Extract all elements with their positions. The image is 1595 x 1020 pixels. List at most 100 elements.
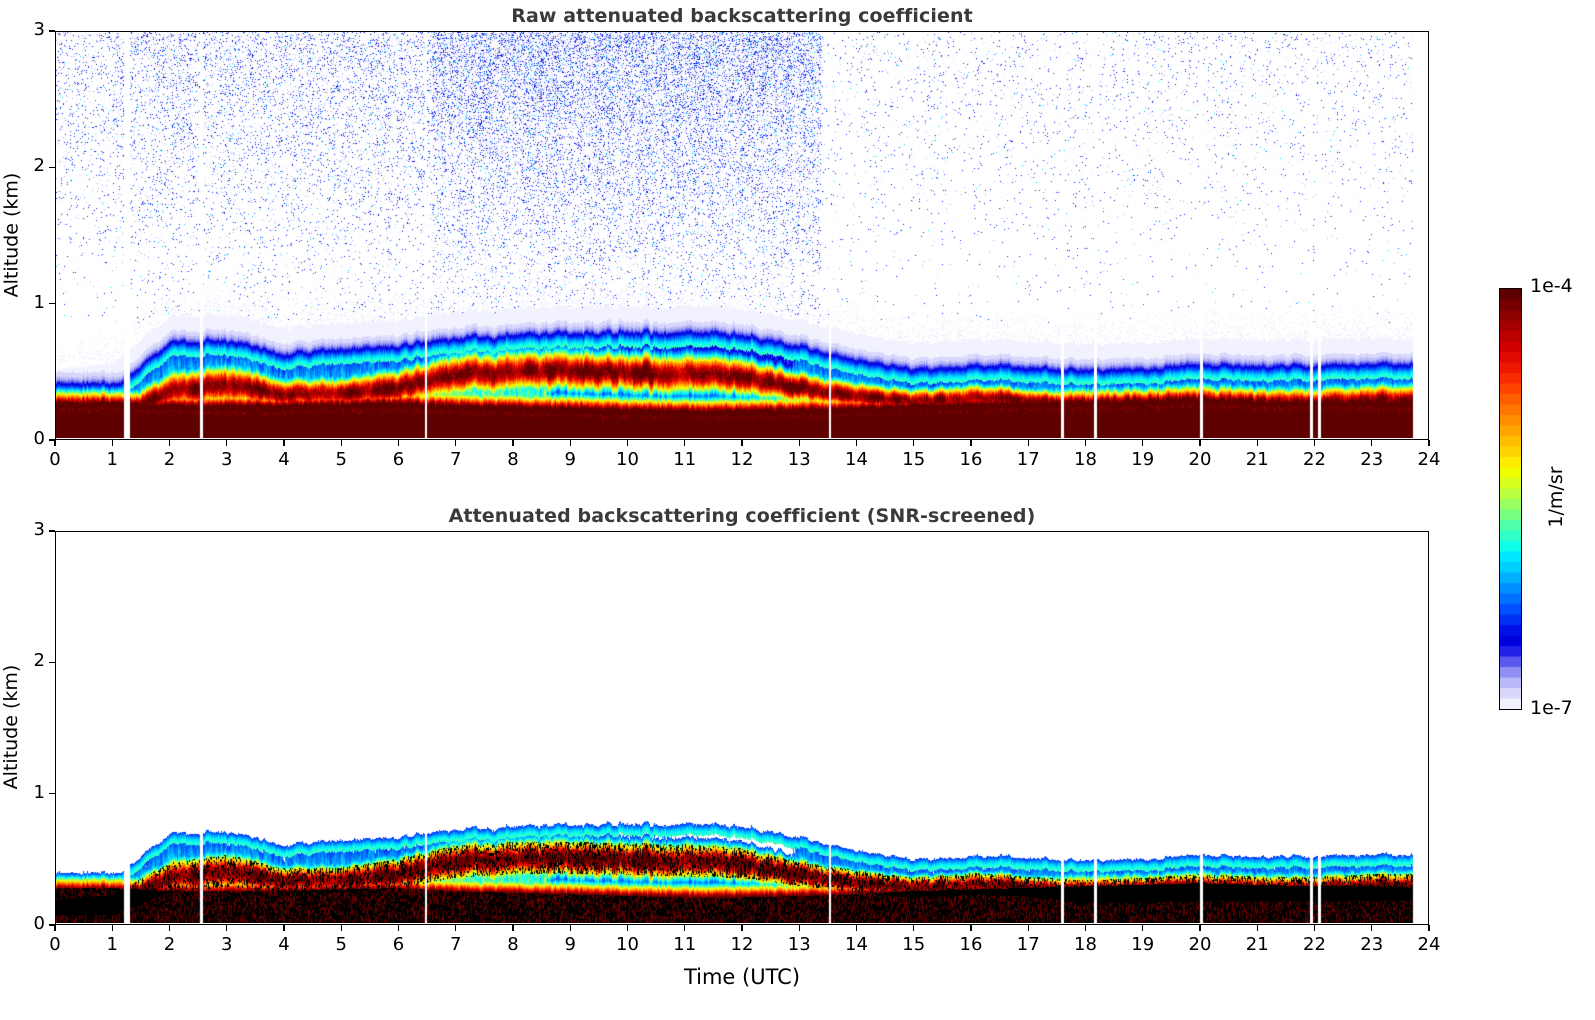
x-tick xyxy=(1313,925,1316,931)
y-tick xyxy=(49,793,55,795)
x-tick xyxy=(970,925,972,931)
x-tick xyxy=(1027,925,1029,931)
axes-screened xyxy=(55,531,1429,925)
x-tick-label: 0 xyxy=(49,449,61,470)
x-tick xyxy=(913,440,915,446)
x-tick xyxy=(1371,925,1373,931)
x-tick xyxy=(1199,440,1201,446)
x-tick-label: 21 xyxy=(1245,934,1269,955)
x-tick-label: 17 xyxy=(1016,934,1040,955)
x-tick-label: 12 xyxy=(730,449,754,470)
y-tick-label: 1 xyxy=(33,781,45,803)
x-tick xyxy=(1084,440,1087,446)
axes-raw xyxy=(55,31,1429,440)
x-tick xyxy=(1142,440,1144,446)
x-tick-label: 2 xyxy=(163,449,176,470)
y-tick-label: 1 xyxy=(33,291,45,313)
x-tick-label: 22 xyxy=(1303,934,1326,955)
x-tick xyxy=(684,440,686,446)
x-tick-label: 4 xyxy=(278,934,290,955)
x-tick-label: 24 xyxy=(1417,449,1441,470)
x-tick xyxy=(111,925,113,931)
y-tick-label: 3 xyxy=(33,19,45,40)
x-tick-label: 5 xyxy=(335,934,347,955)
x-tick xyxy=(1256,440,1258,446)
x-tick-label: 9 xyxy=(564,449,576,470)
x-tick xyxy=(798,440,800,446)
x-tick xyxy=(168,440,171,446)
x-tick xyxy=(1142,925,1144,931)
x-tick xyxy=(855,440,858,446)
colorbar-unit-label: 1/m/sr xyxy=(1545,466,1567,528)
x-tick-label: 16 xyxy=(959,449,983,470)
x-tick xyxy=(569,440,571,446)
x-axis-label: Time (UTC) xyxy=(683,965,801,989)
x-tick xyxy=(1428,440,1430,446)
x-tick xyxy=(397,925,400,931)
colorbar-min-label: 1e-7 xyxy=(1530,697,1573,719)
y-axis-label-raw: Altitude (km) xyxy=(0,172,22,297)
x-tick xyxy=(1256,925,1258,931)
x-tick xyxy=(455,925,457,931)
y-axis-label-screened: Altitude (km) xyxy=(0,664,22,790)
x-tick-label: 7 xyxy=(450,449,462,470)
x-tick-label: 15 xyxy=(902,934,926,955)
x-tick xyxy=(54,440,56,446)
x-tick xyxy=(226,925,228,931)
x-tick-label: 3 xyxy=(221,934,233,955)
x-tick xyxy=(111,440,113,446)
x-tick-label: 13 xyxy=(787,449,811,470)
x-tick xyxy=(569,925,571,931)
x-tick-label: 0 xyxy=(49,934,61,955)
y-tick xyxy=(49,439,55,441)
x-tick-label: 15 xyxy=(902,449,926,470)
x-tick xyxy=(168,925,171,931)
x-tick-label: 11 xyxy=(673,449,697,470)
x-tick-label: 23 xyxy=(1360,934,1384,955)
x-tick xyxy=(741,925,743,931)
x-tick xyxy=(226,440,228,446)
x-tick-label: 24 xyxy=(1417,934,1441,955)
panel-title-screened: Attenuated backscattering coefficient (S… xyxy=(448,505,1036,527)
x-tick xyxy=(340,440,342,446)
x-tick xyxy=(512,925,514,931)
colorbar-max-label: 1e-4 xyxy=(1530,275,1573,297)
x-tick xyxy=(626,440,629,446)
x-tick-label: 14 xyxy=(845,934,868,955)
x-tick-label: 21 xyxy=(1245,449,1269,470)
x-tick xyxy=(455,440,457,446)
x-tick-label: 2 xyxy=(163,934,176,955)
x-tick-label: 20 xyxy=(1188,449,1212,470)
x-tick-label: 17 xyxy=(1016,449,1040,470)
x-tick xyxy=(626,925,629,931)
colorbar xyxy=(1499,288,1522,710)
x-tick-label: 7 xyxy=(450,934,462,955)
x-tick xyxy=(397,440,400,446)
x-tick-label: 5 xyxy=(335,449,347,470)
x-tick-label: 8 xyxy=(507,449,519,470)
x-tick-label: 18 xyxy=(1074,934,1097,955)
x-tick-label: 9 xyxy=(564,934,576,955)
y-tick-label: 0 xyxy=(33,913,45,934)
x-tick-label: 10 xyxy=(616,934,639,955)
y-tick-label: 2 xyxy=(33,650,45,672)
x-tick xyxy=(283,440,285,446)
x-tick-label: 6 xyxy=(392,449,405,470)
x-tick xyxy=(1027,440,1029,446)
x-tick xyxy=(741,440,743,446)
x-tick xyxy=(1313,440,1316,446)
y-tick xyxy=(49,30,55,32)
x-tick-label: 13 xyxy=(787,934,811,955)
y-tick-label: 3 xyxy=(33,519,45,540)
x-tick-label: 8 xyxy=(507,934,519,955)
x-tick xyxy=(54,925,56,931)
x-tick xyxy=(512,440,514,446)
y-tick xyxy=(49,530,55,532)
panel-title-raw: Raw attenuated backscattering coefficien… xyxy=(511,5,973,27)
x-tick-label: 22 xyxy=(1303,449,1326,470)
x-tick xyxy=(684,925,686,931)
x-tick-label: 1 xyxy=(106,934,118,955)
x-tick xyxy=(1371,440,1373,446)
x-tick-label: 16 xyxy=(959,934,983,955)
